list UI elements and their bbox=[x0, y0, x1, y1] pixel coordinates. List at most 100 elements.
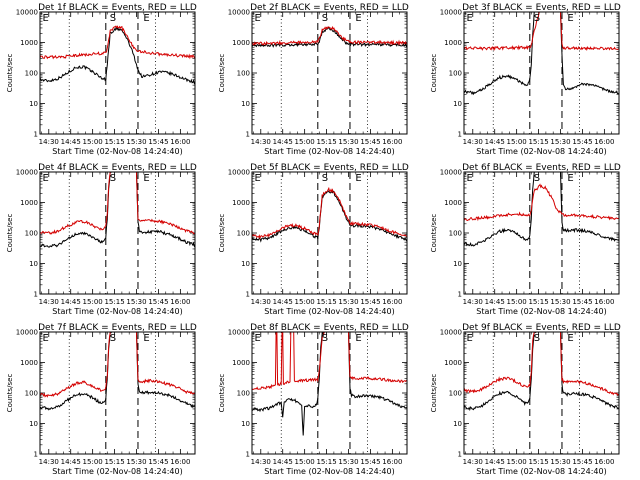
x-tick-label: 14:45 bbox=[485, 458, 505, 466]
lld-series-line bbox=[136, 172, 195, 235]
y-axis-label: Counts/sec bbox=[430, 54, 438, 93]
x-tick-label: 15:30 bbox=[338, 138, 358, 146]
y-tick-label: 1 bbox=[34, 451, 38, 459]
y-tick-label: 10 bbox=[241, 260, 250, 268]
event-marker-label: E bbox=[143, 13, 149, 24]
y-tick-label: 1000 bbox=[444, 199, 462, 207]
x-tick-label: 15:00 bbox=[295, 138, 315, 146]
y-tick-label: 10 bbox=[453, 100, 462, 108]
panel-title: Det 7f BLACK = Events, RED = LLD bbox=[38, 323, 197, 333]
x-tick-label: 15:15 bbox=[316, 138, 336, 146]
x-tick-label: 15:45 bbox=[572, 458, 592, 466]
x-tick-label: 15:45 bbox=[360, 298, 380, 306]
plot-frame bbox=[251, 171, 408, 295]
y-tick-label: 10000 bbox=[16, 329, 38, 337]
y-tick-label: 10 bbox=[241, 420, 250, 428]
x-tick-label: 14:45 bbox=[485, 138, 505, 146]
x-tick-label: 15:30 bbox=[126, 298, 146, 306]
x-tick-label: 15:00 bbox=[507, 138, 527, 146]
y-tick-label: 100 bbox=[25, 390, 38, 398]
y-tick-label: 1 bbox=[458, 291, 462, 299]
chart-panel-3: Det 3f BLACK = Events, RED = LLD Counts/s… bbox=[430, 3, 621, 156]
y-axis-label: Counts/sec bbox=[430, 374, 438, 413]
y-axis-label: Counts/sec bbox=[218, 374, 226, 413]
event-marker-label: E bbox=[254, 333, 260, 344]
x-tick-label: 16:00 bbox=[170, 138, 190, 146]
event-marker-label: E bbox=[355, 13, 361, 24]
y-tick-label: 1 bbox=[34, 291, 38, 299]
event-marker-label: S bbox=[534, 13, 540, 24]
y-tick-label: 10000 bbox=[440, 9, 462, 17]
event-marker-label: E bbox=[567, 173, 573, 184]
x-tick-label: 15:15 bbox=[104, 458, 124, 466]
x-tick-label: 15:15 bbox=[528, 298, 548, 306]
x-tick-label: 15:30 bbox=[550, 138, 570, 146]
y-tick-label: 100 bbox=[237, 70, 250, 78]
lld-series-line bbox=[560, 12, 619, 52]
y-tick-label: 1000 bbox=[232, 199, 250, 207]
events-series-line bbox=[40, 26, 195, 85]
y-axis-label: Counts/sec bbox=[218, 54, 226, 93]
x-tick-label: 16:00 bbox=[594, 138, 614, 146]
x-tick-label: 15:00 bbox=[83, 298, 103, 306]
y-tick-label: 10000 bbox=[16, 9, 38, 17]
event-marker-label: E bbox=[355, 173, 361, 184]
event-marker-label: E bbox=[567, 13, 573, 24]
x-tick-label: 15:00 bbox=[295, 298, 315, 306]
x-tick-label: 14:45 bbox=[61, 138, 81, 146]
x-tick-label: 16:00 bbox=[170, 458, 190, 466]
x-tick-label: 15:15 bbox=[316, 298, 336, 306]
y-tick-label: 1 bbox=[458, 451, 462, 459]
events-series-line bbox=[136, 332, 195, 409]
panel-title: Det 4f BLACK = Events, RED = LLD bbox=[38, 163, 197, 173]
lld-series-line bbox=[464, 332, 538, 394]
events-series-line bbox=[464, 332, 538, 412]
y-tick-label: 1 bbox=[458, 131, 462, 139]
lld-series-line bbox=[464, 12, 540, 51]
x-tick-label: 15:15 bbox=[528, 458, 548, 466]
y-axis-label: Counts/sec bbox=[6, 214, 14, 253]
chart-panel-2: Det 2f BLACK = Events, RED = LLD Counts/s… bbox=[218, 3, 409, 156]
events-series-line bbox=[252, 332, 326, 436]
y-axis-label: Counts/sec bbox=[218, 214, 226, 253]
panel-title: Det 2f BLACK = Events, RED = LLD bbox=[250, 3, 409, 13]
panel-title: Det 6f BLACK = Events, RED = LLD bbox=[462, 163, 621, 173]
panel-title: Det 9f BLACK = Events, RED = LLD bbox=[462, 323, 621, 333]
x-tick-label: 15:00 bbox=[507, 458, 527, 466]
lld-series-line bbox=[348, 332, 407, 384]
y-tick-label: 100 bbox=[449, 70, 462, 78]
y-tick-label: 100 bbox=[449, 230, 462, 238]
x-tick-label: 16:00 bbox=[382, 458, 402, 466]
x-axis-label: Start Time (02-Nov-08 14:24:40) bbox=[264, 147, 394, 156]
x-tick-label: 15:30 bbox=[550, 458, 570, 466]
events-series-line bbox=[464, 12, 538, 96]
plot-frame bbox=[463, 331, 620, 455]
event-marker-label: S bbox=[534, 333, 540, 344]
chart-panel-6: Det 6f BLACK = Events, RED = LLD Counts/s… bbox=[430, 163, 621, 316]
chart-panel-9: Det 9f BLACK = Events, RED = LLD Counts/s… bbox=[430, 323, 621, 476]
x-tick-label: 15:30 bbox=[126, 138, 146, 146]
y-tick-label: 100 bbox=[25, 70, 38, 78]
y-tick-label: 10 bbox=[29, 100, 38, 108]
lld-series-line bbox=[560, 332, 619, 396]
y-axis-label: Counts/sec bbox=[6, 54, 14, 93]
y-tick-label: 1000 bbox=[232, 39, 250, 47]
event-marker-label: S bbox=[110, 333, 116, 344]
y-tick-label: 1000 bbox=[20, 39, 38, 47]
x-tick-label: 15:00 bbox=[83, 458, 103, 466]
y-tick-label: 1000 bbox=[232, 359, 250, 367]
y-tick-label: 10 bbox=[453, 420, 462, 428]
x-tick-label: 15:15 bbox=[528, 138, 548, 146]
x-axis-label: Start Time (02-Nov-08 14:24:40) bbox=[52, 467, 182, 476]
event-marker-label: S bbox=[322, 333, 328, 344]
plot-frame bbox=[463, 11, 620, 135]
y-tick-label: 1 bbox=[246, 131, 250, 139]
x-tick-label: 14:30 bbox=[251, 458, 271, 466]
x-tick-label: 14:30 bbox=[463, 138, 483, 146]
event-marker-label: S bbox=[322, 13, 328, 24]
x-tick-label: 14:45 bbox=[273, 298, 293, 306]
lld-series-line bbox=[252, 332, 326, 391]
event-marker-label: E bbox=[466, 173, 472, 184]
events-series-line bbox=[252, 27, 407, 48]
